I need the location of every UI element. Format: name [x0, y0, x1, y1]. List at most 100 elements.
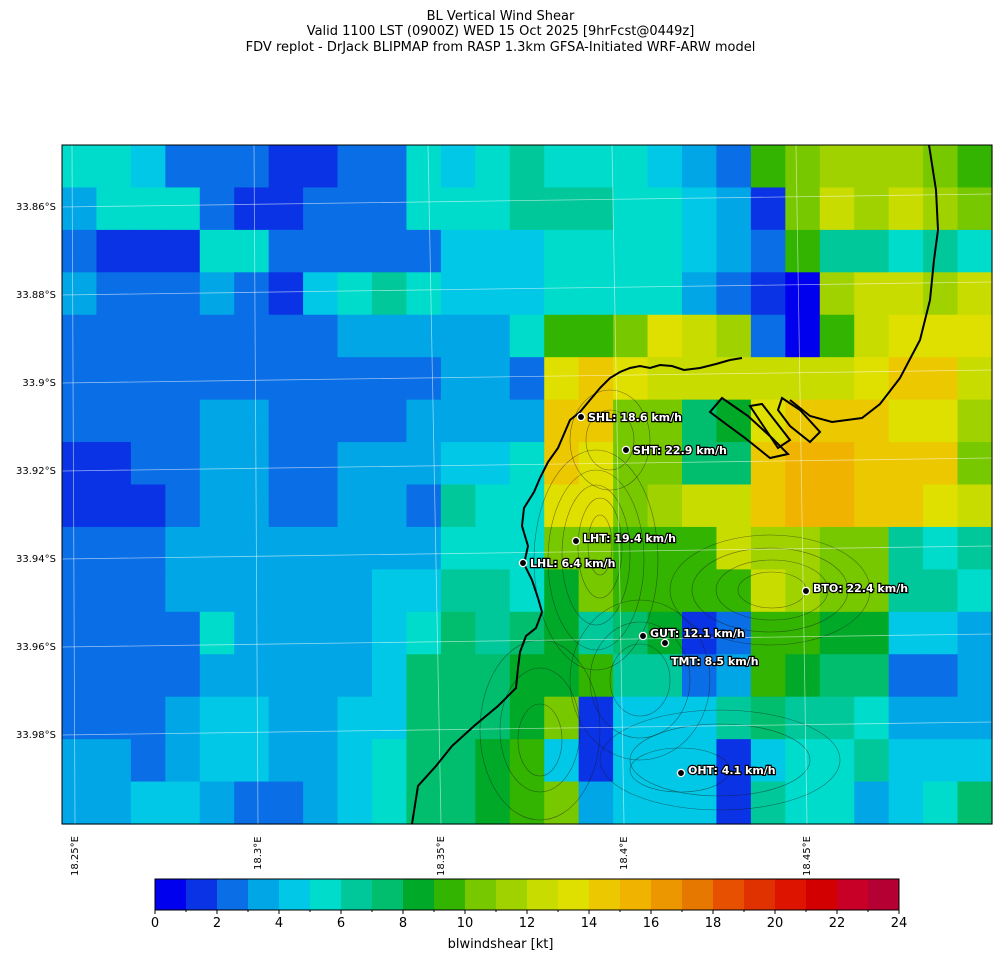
colorbar-tick-label: 14	[580, 916, 598, 931]
grid-cell	[716, 314, 752, 358]
grid-cell	[165, 569, 201, 613]
grid-cell	[716, 145, 752, 189]
grid-cell	[475, 357, 511, 401]
grid-cell	[440, 611, 476, 655]
grid-cell	[854, 314, 890, 358]
grid-cell	[268, 739, 304, 783]
grid-cell	[923, 357, 959, 401]
grid-cell	[406, 611, 442, 655]
terrain-contours	[479, 389, 871, 821]
grid-cell	[578, 314, 614, 358]
grid-cell	[406, 484, 442, 528]
grid-cell	[682, 739, 718, 783]
colorbar-tick-label: 6	[336, 916, 346, 931]
grid-cell	[509, 696, 545, 740]
grid-cell	[268, 272, 304, 316]
grid-cell	[62, 654, 98, 698]
grid-cell	[854, 187, 890, 231]
grid-cell	[199, 484, 235, 528]
grid-cell	[234, 484, 270, 528]
grid-cell	[785, 442, 821, 486]
grid-cell	[613, 229, 649, 273]
grid-cell	[165, 145, 201, 189]
grid-cell	[303, 696, 339, 740]
grid-cell	[957, 654, 993, 698]
grid-cell	[923, 569, 959, 613]
grid-cell	[854, 569, 890, 613]
grid-cell	[130, 399, 166, 443]
grid-cell	[199, 526, 235, 570]
grid-cell	[888, 569, 924, 613]
grid-cell	[682, 526, 718, 570]
grid-cell	[199, 739, 235, 783]
grid-cell	[750, 187, 786, 231]
grid-cell	[957, 739, 993, 783]
grid-cell	[923, 484, 959, 528]
station-marker	[621, 445, 631, 455]
grid-cell	[372, 272, 408, 316]
grid-cell	[888, 484, 924, 528]
grid-cell	[682, 399, 718, 443]
colorbar-swatch	[217, 879, 249, 910]
grid-cell	[509, 484, 545, 528]
grid-cell	[440, 357, 476, 401]
grid-cell	[234, 145, 270, 189]
colorbar-swatch	[868, 879, 900, 910]
grid-cell	[957, 569, 993, 613]
grid-cell	[888, 145, 924, 189]
grid-cell	[750, 611, 786, 655]
colorbar-swatch	[403, 879, 435, 910]
grid-cell	[475, 611, 511, 655]
grid-cell	[475, 229, 511, 273]
grid-cell	[475, 781, 511, 825]
grid-cell	[199, 569, 235, 613]
grid-cell	[406, 145, 442, 189]
grid-cell	[716, 654, 752, 698]
grid-cell	[337, 442, 373, 486]
grid-cell	[613, 399, 649, 443]
grid-cell	[440, 399, 476, 443]
grid-cell	[303, 357, 339, 401]
grid-cell	[854, 145, 890, 189]
grid-cell	[750, 357, 786, 401]
grid-cell	[785, 229, 821, 273]
grid-cell	[303, 187, 339, 231]
grid-cell	[130, 187, 166, 231]
grid-cell	[888, 442, 924, 486]
grid-cell	[716, 611, 752, 655]
lat-label: 33.98°S	[16, 730, 56, 741]
grid-cell	[303, 569, 339, 613]
grid-cell	[923, 781, 959, 825]
grid-cell	[854, 781, 890, 825]
grid-cell	[888, 654, 924, 698]
grid-cell	[613, 781, 649, 825]
grid-cell	[234, 229, 270, 273]
grid-cell	[475, 569, 511, 613]
grid-cell	[372, 187, 408, 231]
grid-cell	[440, 781, 476, 825]
grid-cell	[96, 145, 132, 189]
chart-subtitle-valid-time: Valid 1100 LST (0900Z) WED 15 Oct 2025 […	[306, 24, 695, 39]
grid-cell	[96, 442, 132, 486]
grid-cell	[819, 611, 855, 655]
grid-cell	[440, 484, 476, 528]
station-label: SHT: 22.9 km/h	[633, 444, 727, 457]
grid-cell	[268, 357, 304, 401]
grid-cell	[372, 484, 408, 528]
grid-cell	[96, 357, 132, 401]
grid-cell	[785, 145, 821, 189]
colorbar-tick-label: 4	[274, 916, 284, 931]
grid-cell	[923, 187, 959, 231]
grid-cell	[268, 187, 304, 231]
grid-cell	[337, 145, 373, 189]
grid-cell	[819, 272, 855, 316]
grid-cell	[888, 272, 924, 316]
grid-cell	[578, 611, 614, 655]
grid-cell	[957, 357, 993, 401]
grid-cell	[268, 442, 304, 486]
grid-cell	[372, 526, 408, 570]
grid-cell	[854, 526, 890, 570]
lat-label: 33.88°S	[16, 290, 56, 301]
grid-cell	[475, 484, 511, 528]
grid-cell	[509, 739, 545, 783]
